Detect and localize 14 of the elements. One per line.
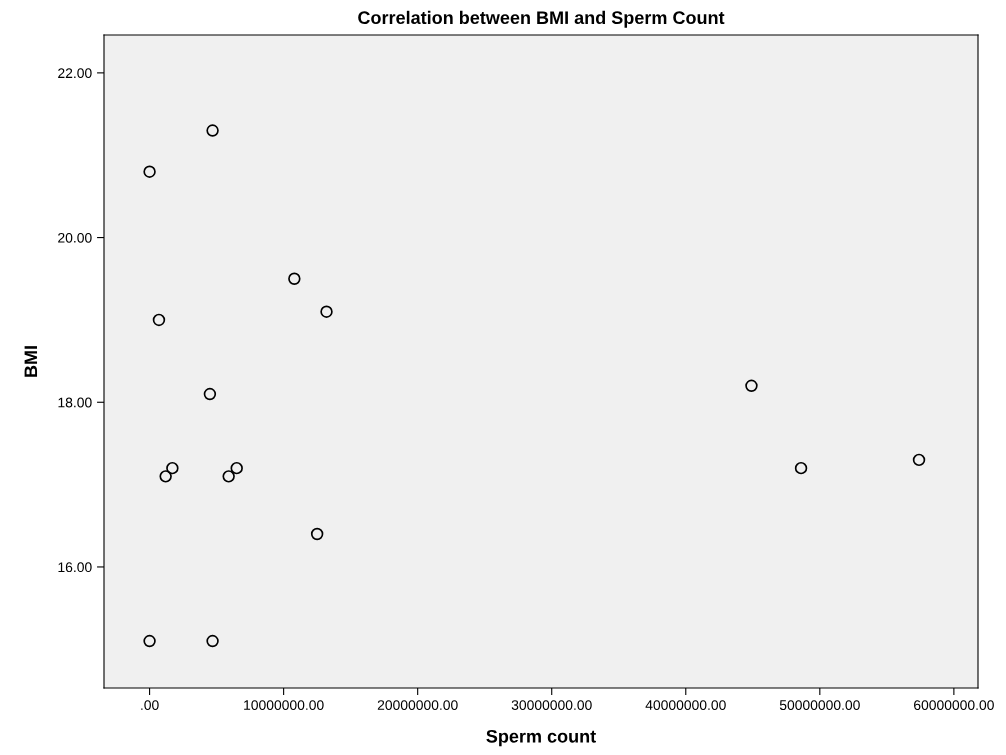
x-axis-title: Sperm count xyxy=(486,729,596,747)
x-tick-label: 10000000.00 xyxy=(244,700,324,711)
x-tick-label: 20000000.00 xyxy=(377,700,458,711)
x-tick-label: 30000000.00 xyxy=(511,700,592,711)
x-tick-label: 40000000.00 xyxy=(645,700,726,711)
y-axis-title: BMI xyxy=(24,346,38,377)
y-tick-label: 16.00 xyxy=(58,562,92,573)
y-tick-label: 18.00 xyxy=(58,397,92,408)
y-tick-label: 22.00 xyxy=(58,68,92,79)
x-tick-label: .00 xyxy=(141,700,159,711)
chart-title: Correlation between BMI and Sperm Count xyxy=(358,10,725,28)
x-tick-label: 60000000.00 xyxy=(914,700,994,711)
y-tick-label: 20.00 xyxy=(58,232,92,243)
x-tick-label: 50000000.00 xyxy=(779,700,860,711)
